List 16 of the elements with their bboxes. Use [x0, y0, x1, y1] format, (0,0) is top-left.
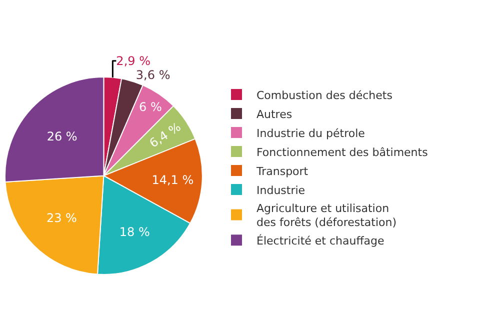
data-label: 23 % [46, 210, 77, 225]
data-label: 3,6 % [136, 68, 170, 82]
legend-label: Électricité et chauffage [256, 233, 385, 248]
legend-label: Industrie [256, 184, 306, 197]
legend-label: Fonctionnement des bâtiments [256, 146, 428, 159]
data-label: 6 % [138, 100, 162, 114]
data-label: 14,1 % [152, 172, 194, 187]
data-label: 26 % [46, 130, 78, 144]
legend-label: Industrie du pétrole [256, 126, 366, 140]
data-label: 2,9 % [116, 54, 150, 68]
data-label: 18 % [119, 225, 150, 240]
legend-label: Autres [256, 108, 292, 121]
legend-label: Agriculture et utilisation des forêts (déforestation) [256, 202, 397, 230]
data-label: 6,4 % [146, 120, 184, 150]
legend-label: Transport [256, 164, 309, 178]
legend-label: Combustion des déchets [256, 88, 393, 102]
